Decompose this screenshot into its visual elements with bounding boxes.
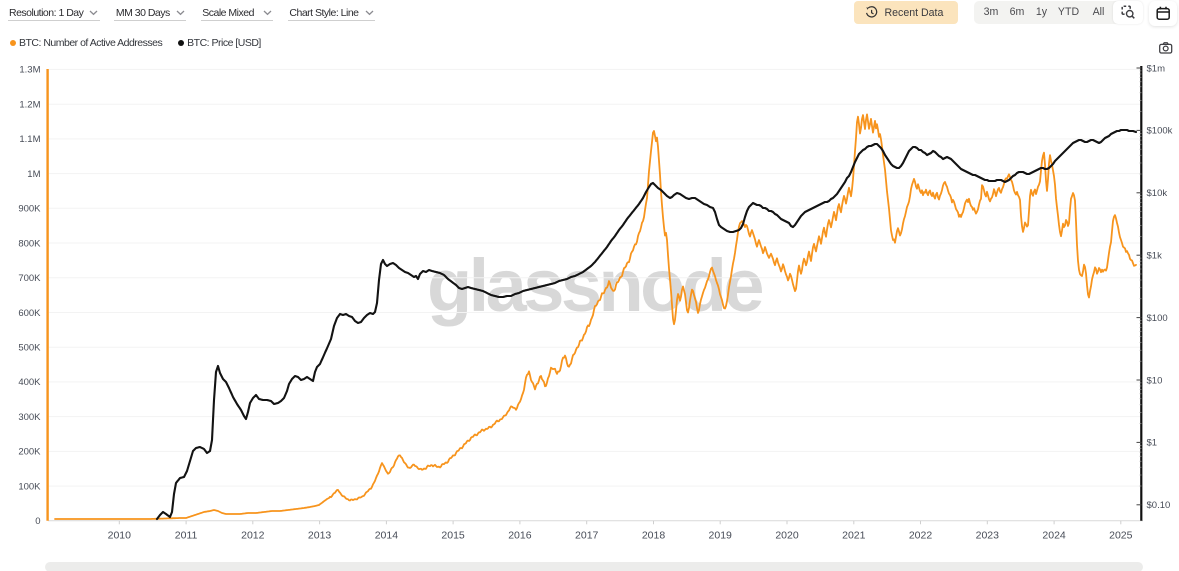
svg-text:2015: 2015 — [441, 530, 465, 542]
svg-text:300K: 300K — [18, 412, 41, 423]
svg-text:100K: 100K — [18, 481, 41, 492]
svg-text:2014: 2014 — [375, 530, 399, 542]
svg-text:500K: 500K — [18, 343, 41, 354]
svg-text:200K: 200K — [18, 447, 41, 458]
svg-text:$1: $1 — [1147, 438, 1158, 449]
svg-text:2023: 2023 — [976, 530, 1000, 542]
svg-text:$100k: $100k — [1147, 126, 1173, 137]
svg-text:2022: 2022 — [909, 530, 933, 542]
svg-text:2021: 2021 — [842, 530, 866, 542]
svg-text:2010: 2010 — [108, 530, 132, 542]
svg-text:2016: 2016 — [508, 530, 532, 542]
svg-text:2017: 2017 — [575, 530, 599, 542]
svg-text:800K: 800K — [18, 238, 41, 249]
svg-text:2019: 2019 — [709, 530, 733, 542]
svg-text:2025: 2025 — [1109, 530, 1133, 542]
svg-text:2020: 2020 — [775, 530, 799, 542]
svg-text:700K: 700K — [18, 273, 41, 284]
svg-text:900K: 900K — [18, 204, 41, 215]
svg-text:1M: 1M — [27, 169, 40, 180]
svg-text:2011: 2011 — [175, 530, 198, 542]
svg-text:$0.10: $0.10 — [1147, 500, 1171, 511]
svg-text:$10k: $10k — [1147, 188, 1168, 199]
svg-text:$100: $100 — [1147, 313, 1168, 324]
svg-text:1.2M: 1.2M — [19, 100, 40, 111]
svg-text:2012: 2012 — [241, 530, 265, 542]
svg-text:2013: 2013 — [308, 530, 332, 542]
svg-text:1.3M: 1.3M — [19, 65, 40, 76]
svg-text:glassnode: glassnode — [427, 244, 762, 327]
svg-text:$10: $10 — [1147, 375, 1163, 386]
svg-text:1.1M: 1.1M — [19, 134, 40, 145]
svg-text:2024: 2024 — [1042, 530, 1066, 542]
svg-text:600K: 600K — [18, 308, 41, 319]
svg-text:$1k: $1k — [1147, 251, 1163, 262]
svg-text:$1m: $1m — [1147, 63, 1166, 74]
svg-text:400K: 400K — [18, 377, 41, 388]
svg-text:2018: 2018 — [642, 530, 666, 542]
svg-text:0: 0 — [35, 516, 40, 527]
